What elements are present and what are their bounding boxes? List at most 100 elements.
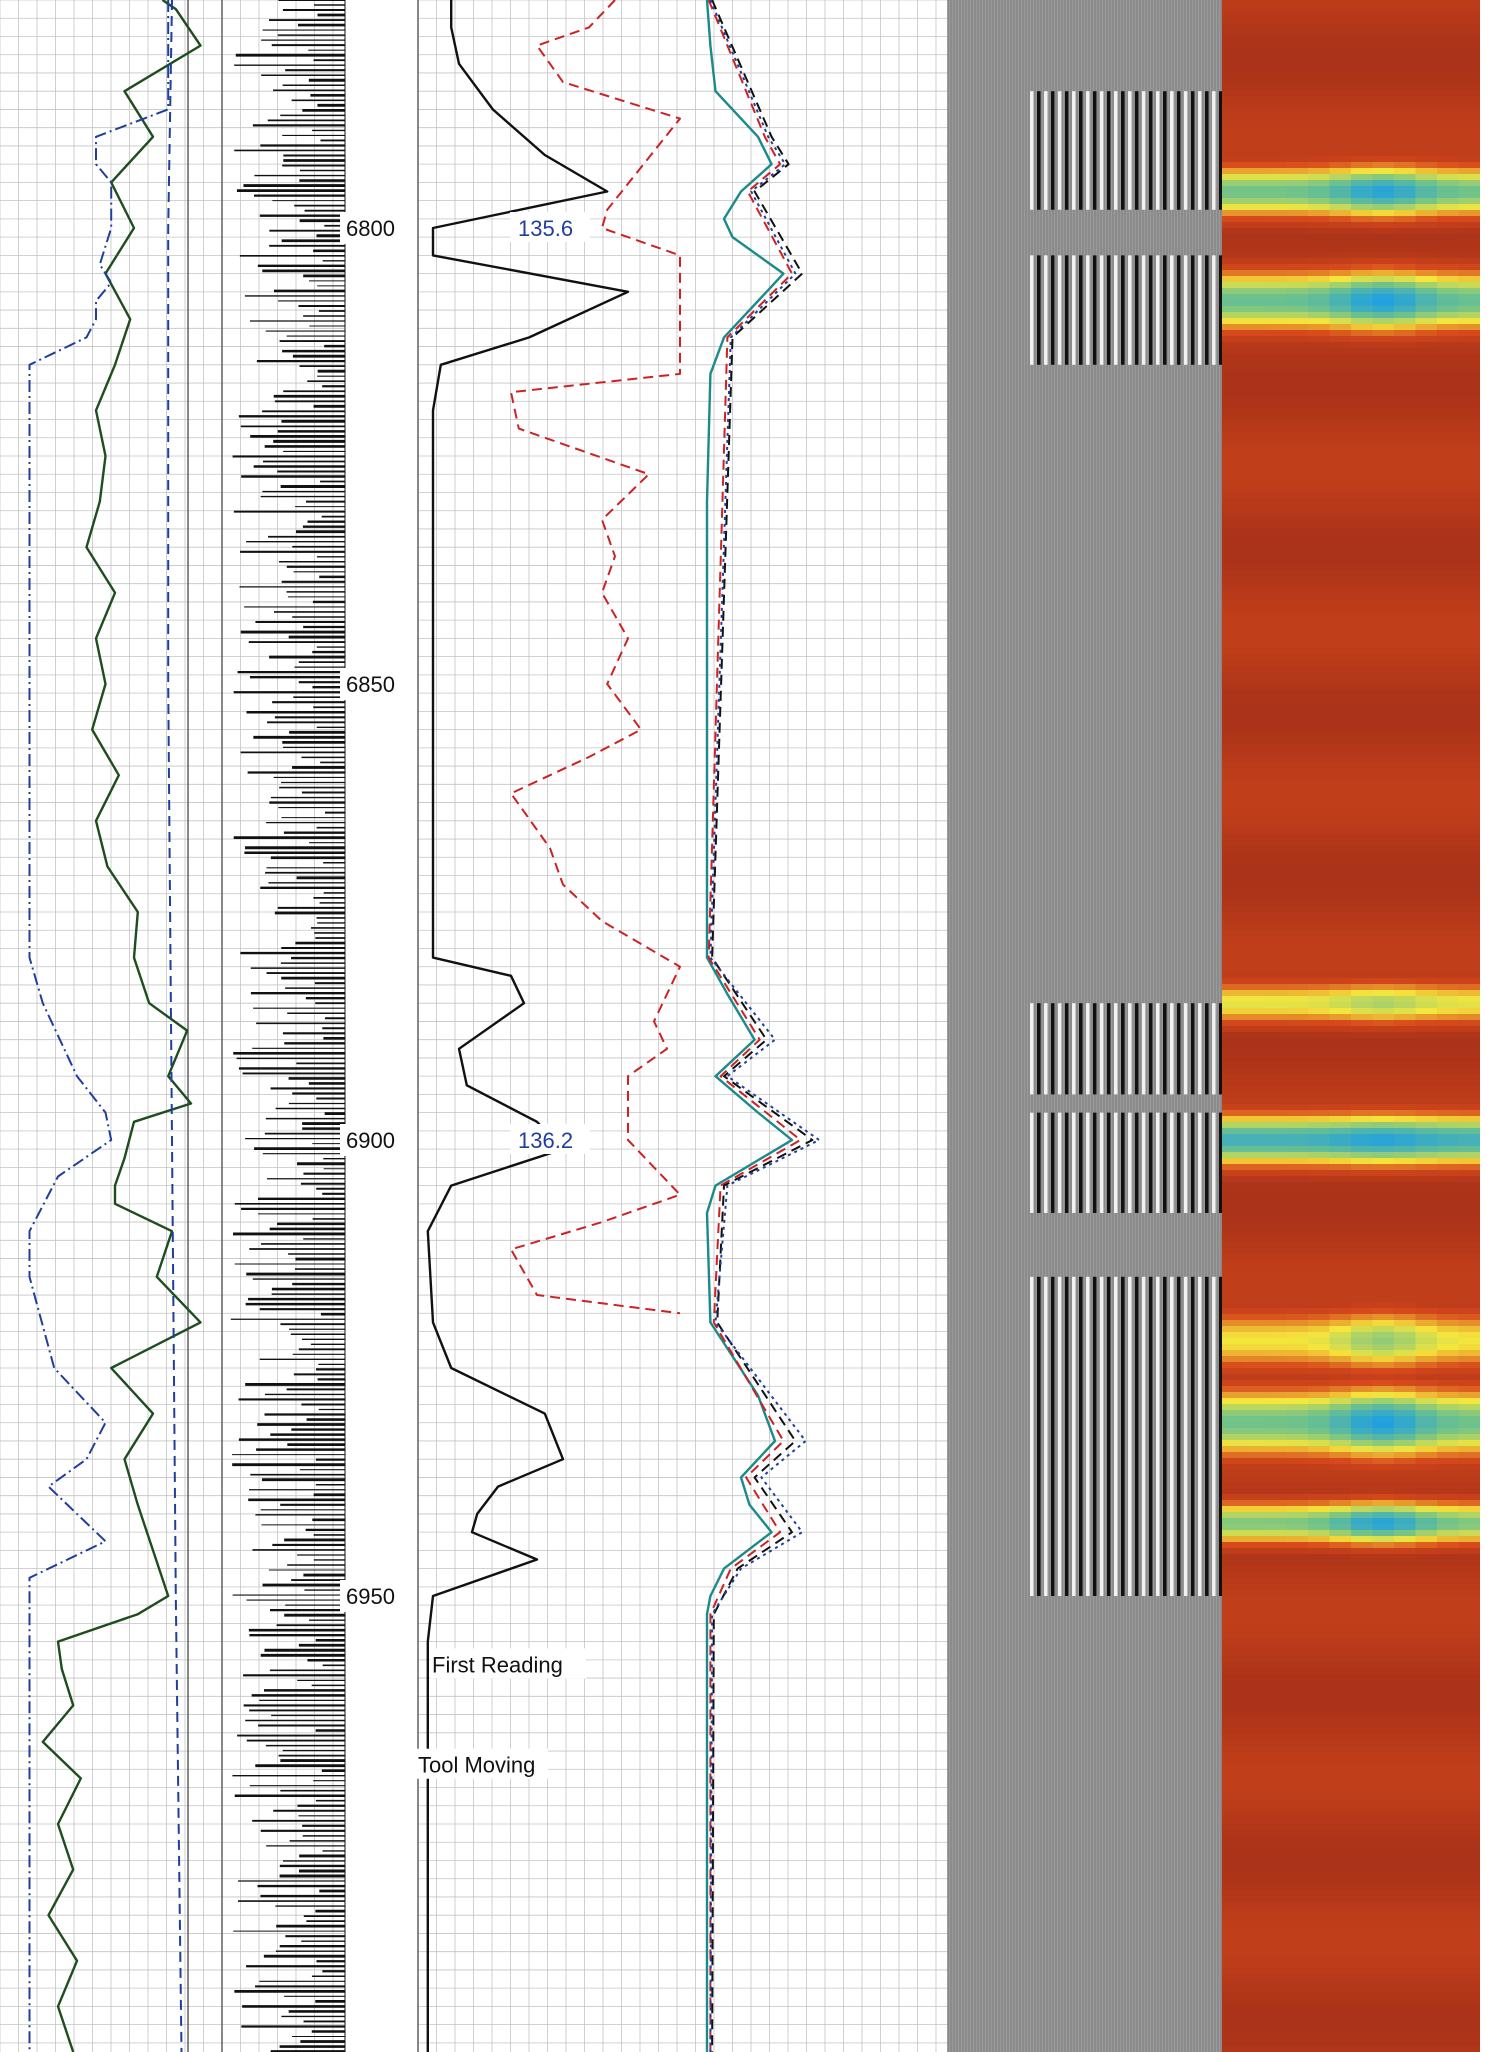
heatmap-cell	[1458, 1080, 1481, 1087]
heatmap-cell	[1437, 924, 1460, 931]
heatmap-cell	[1351, 1314, 1374, 1321]
heatmap-cell	[1222, 912, 1245, 919]
heatmap-cell	[1308, 1746, 1331, 1753]
heatmap-cell	[1415, 1314, 1438, 1321]
waveform-arrival	[1065, 91, 1069, 210]
heatmap-cell	[1351, 1164, 1374, 1171]
heatmap-cell	[1329, 1014, 1352, 1021]
heatmap-cell	[1286, 486, 1309, 493]
heatmap-cell	[1222, 1674, 1245, 1681]
heatmap-cell	[1222, 1776, 1245, 1783]
heatmap-cell	[1351, 306, 1374, 313]
waveform-arrival	[1191, 1276, 1195, 1596]
heatmap-cell	[1329, 1062, 1352, 1069]
heatmap-cell	[1308, 726, 1331, 733]
heatmap-cell	[1372, 666, 1395, 673]
heatmap-cell	[1458, 1098, 1481, 1105]
heatmap-cell	[1265, 1464, 1288, 1471]
heatmap-cell	[1372, 330, 1395, 337]
heatmap-cell	[1437, 1254, 1460, 1261]
heatmap-cell	[1329, 78, 1352, 85]
heatmap-cell	[1243, 834, 1266, 841]
heatmap-cell	[1286, 66, 1309, 73]
heatmap-cell	[1265, 672, 1288, 679]
heatmap-cell	[1222, 228, 1245, 235]
heatmap-cell	[1351, 732, 1374, 739]
heatmap-cell	[1372, 1542, 1395, 1549]
waveform-arrival	[1219, 1003, 1223, 1095]
heatmap-cell	[1265, 1290, 1288, 1297]
heatmap-cell	[1437, 1194, 1460, 1201]
grid-1	[0, 0, 345, 2052]
heatmap-cell	[1329, 1092, 1352, 1099]
heatmap-cell	[1286, 1092, 1309, 1099]
heatmap-cell	[1415, 1164, 1438, 1171]
heatmap-cell	[1222, 1680, 1245, 1687]
heatmap-cell	[1415, 1002, 1438, 1009]
heatmap-cell	[1415, 294, 1438, 301]
heatmap-cell	[1372, 456, 1395, 463]
heatmap-cell	[1286, 1998, 1309, 2005]
heatmap-cell	[1351, 1422, 1374, 1429]
heatmap-cell	[1372, 1116, 1395, 1123]
heatmap-cell	[1286, 1974, 1309, 1981]
heatmap-cell	[1351, 1518, 1374, 1525]
heatmap-cell	[1351, 1032, 1374, 1039]
heatmap-cell	[1351, 816, 1374, 823]
heatmap-cell	[1308, 1026, 1331, 1033]
heatmap-cell	[1437, 930, 1460, 937]
heatmap-cell	[1308, 288, 1331, 295]
heatmap-cell	[1437, 1374, 1460, 1381]
heatmap-cell	[1286, 1860, 1309, 1867]
heatmap-cell	[1222, 1782, 1245, 1789]
heatmap-cell	[1265, 1092, 1288, 1099]
heatmap-cell	[1222, 42, 1245, 49]
heatmap-cell	[1265, 384, 1288, 391]
heatmap-cell	[1222, 1248, 1245, 1255]
heatmap-cell	[1222, 408, 1245, 415]
heatmap-cell	[1372, 1476, 1395, 1483]
heatmap-cell	[1286, 156, 1309, 163]
heatmap-cell	[1286, 6, 1309, 13]
heatmap-cell	[1286, 1656, 1309, 1663]
heatmap-cell	[1286, 468, 1309, 475]
heatmap-cell	[1415, 1872, 1438, 1879]
heatmap-cell	[1394, 912, 1417, 919]
heatmap-cell	[1243, 192, 1266, 199]
heatmap-cell	[1394, 1254, 1417, 1261]
heatmap-cell	[1394, 30, 1417, 37]
heatmap-cell	[1329, 1248, 1352, 1255]
heatmap-cell	[1372, 528, 1395, 535]
heatmap-cell	[1222, 624, 1245, 631]
heatmap-cell	[1415, 1536, 1438, 1543]
heatmap-cell	[1222, 1278, 1245, 1285]
heatmap-cell	[1308, 1998, 1331, 2005]
heatmap-cell	[1415, 744, 1438, 751]
heatmap-cell	[1415, 1806, 1438, 1813]
heatmap-cell	[1394, 768, 1417, 775]
waveform-arrival	[1100, 1003, 1104, 1095]
heatmap-cell	[1394, 732, 1417, 739]
heatmap-cell	[1286, 1506, 1309, 1513]
heatmap-cell	[1308, 582, 1331, 589]
heatmap-cell	[1372, 72, 1395, 79]
heatmap-cell	[1458, 1932, 1481, 1939]
heatmap-cell	[1394, 1584, 1417, 1591]
heatmap-cell	[1222, 774, 1245, 781]
heatmap-cell	[1286, 678, 1309, 685]
waveform-arrival	[1086, 255, 1090, 365]
heatmap-cell	[1372, 924, 1395, 931]
heatmap-cell	[1329, 1308, 1352, 1315]
heatmap-cell	[1351, 1380, 1374, 1387]
heatmap-cell	[1308, 978, 1331, 985]
heatmap-cell	[1394, 1050, 1417, 1057]
heatmap-cell	[1458, 114, 1481, 121]
heatmap-cell	[1372, 264, 1395, 271]
heatmap-cell	[1458, 144, 1481, 151]
heatmap-cell	[1222, 1410, 1245, 1417]
heatmap-cell	[1458, 1638, 1481, 1645]
heatmap-cell	[1308, 1008, 1331, 1015]
heatmap-cell	[1329, 1854, 1352, 1861]
heatmap-cell	[1222, 966, 1245, 973]
heatmap-cell	[1286, 1752, 1309, 1759]
